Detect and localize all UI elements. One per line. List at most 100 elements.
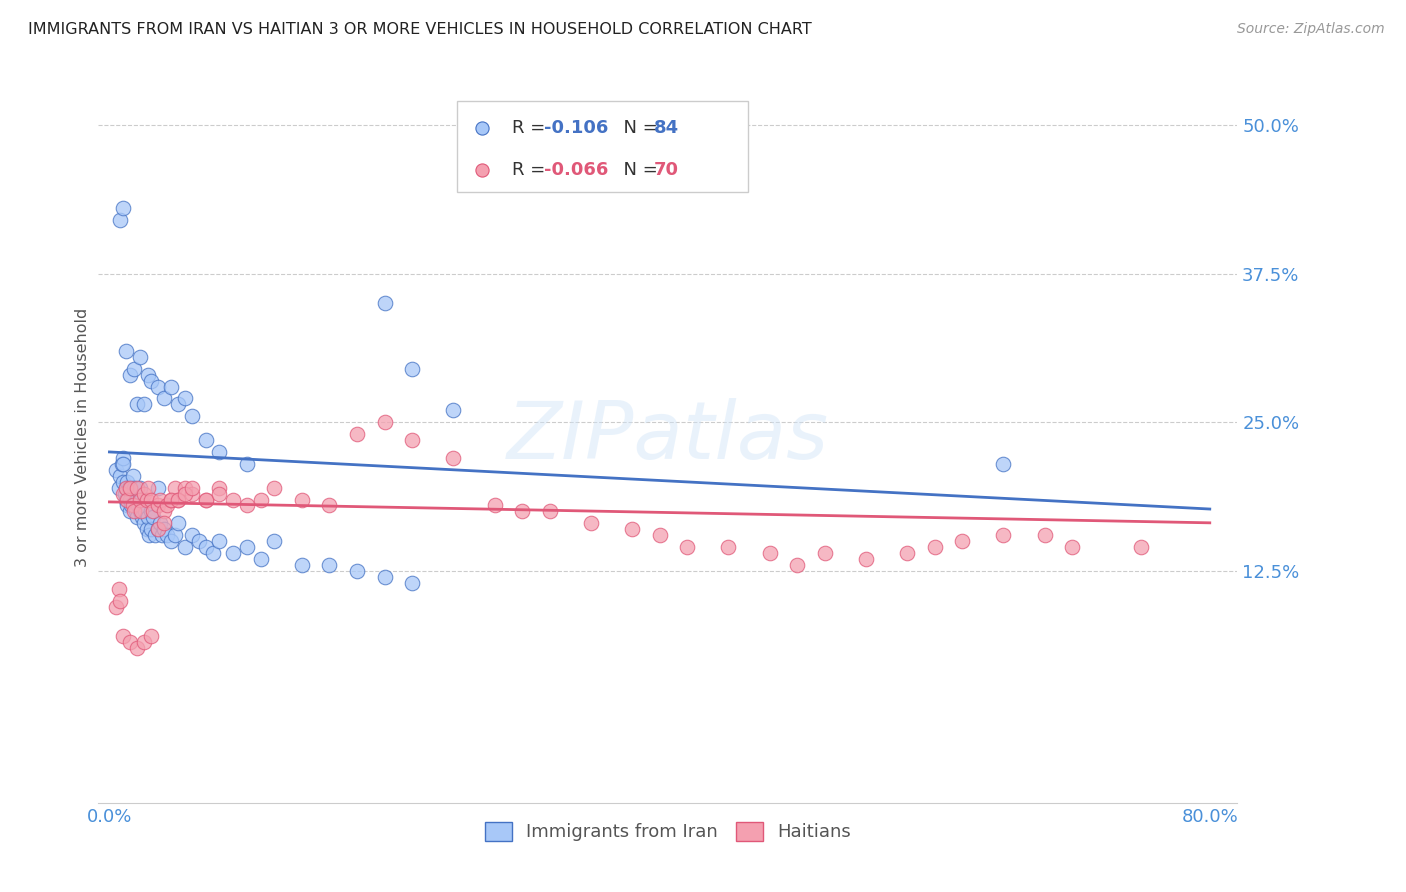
Point: [1033, 528, 1056, 542]
Point: [125, 481, 148, 495]
Point: [115, 343, 138, 358]
Point: [510, 504, 533, 518]
Point: [160, 492, 183, 507]
Point: [112, 450, 135, 465]
Point: [167, 492, 190, 507]
Point: [896, 546, 918, 560]
Point: [108, 582, 131, 596]
Text: N =: N =: [612, 161, 664, 179]
Point: [125, 492, 148, 507]
Point: [174, 481, 197, 495]
Point: [125, 397, 148, 411]
Point: [208, 445, 231, 459]
Point: [139, 522, 162, 536]
Point: [318, 558, 340, 572]
Point: [676, 540, 699, 554]
Text: Source: ZipAtlas.com: Source: ZipAtlas.com: [1237, 22, 1385, 37]
Point: [115, 481, 138, 495]
Point: [108, 481, 131, 495]
Point: [149, 516, 172, 531]
Point: [194, 492, 217, 507]
Point: [924, 540, 946, 554]
Point: [621, 522, 644, 536]
Point: [174, 540, 197, 554]
Point: [373, 415, 395, 429]
Point: [236, 499, 259, 513]
Point: [401, 575, 423, 590]
Point: [149, 492, 172, 507]
Point: [346, 564, 368, 578]
Point: [120, 368, 141, 382]
Point: [115, 481, 138, 495]
Point: [146, 379, 169, 393]
Point: [136, 510, 159, 524]
Point: [153, 392, 176, 406]
Point: [120, 492, 141, 507]
Point: [950, 534, 973, 549]
Point: [146, 499, 169, 513]
Y-axis label: 3 or more Vehicles in Household: 3 or more Vehicles in Household: [75, 308, 90, 566]
Text: R =: R =: [512, 120, 551, 137]
Point: [814, 546, 837, 560]
Point: [124, 504, 146, 518]
Point: [318, 499, 340, 513]
Point: [993, 528, 1015, 542]
Point: [786, 558, 808, 572]
Point: [146, 481, 169, 495]
Point: [291, 558, 314, 572]
Text: IMMIGRANTS FROM IRAN VS HAITIAN 3 OR MORE VEHICLES IN HOUSEHOLD CORRELATION CHAR: IMMIGRANTS FROM IRAN VS HAITIAN 3 OR MOR…: [28, 22, 811, 37]
Point: [201, 546, 224, 560]
Point: [120, 481, 142, 495]
Point: [222, 492, 245, 507]
Point: [122, 504, 145, 518]
Point: [139, 492, 162, 507]
Point: [236, 457, 259, 471]
FancyBboxPatch shape: [457, 101, 748, 192]
Point: [165, 528, 187, 542]
Point: [118, 481, 141, 495]
Point: [194, 492, 217, 507]
Point: [110, 468, 132, 483]
Point: [538, 504, 561, 518]
Point: [127, 499, 149, 513]
Point: [579, 516, 602, 531]
Point: [136, 481, 159, 495]
Point: [165, 481, 187, 495]
Point: [156, 528, 179, 542]
Point: [128, 350, 150, 364]
Text: N =: N =: [612, 120, 664, 137]
Point: [648, 528, 671, 542]
Point: [758, 546, 780, 560]
Point: [122, 481, 145, 495]
Point: [160, 534, 183, 549]
Text: R =: R =: [512, 161, 551, 179]
Point: [263, 534, 285, 549]
Point: [263, 481, 285, 495]
Point: [153, 504, 176, 518]
Point: [132, 516, 155, 531]
Point: [181, 528, 204, 542]
Point: [484, 499, 506, 513]
Point: [194, 540, 217, 554]
Point: [128, 481, 150, 495]
Point: [208, 481, 231, 495]
Point: [129, 492, 152, 507]
Point: [146, 522, 169, 536]
Text: 84: 84: [654, 120, 679, 137]
Point: [156, 499, 179, 513]
Point: [105, 463, 128, 477]
Point: [236, 540, 259, 554]
Point: [125, 510, 148, 524]
Point: [373, 296, 395, 310]
Point: [132, 486, 155, 500]
Point: [993, 457, 1015, 471]
Point: [105, 599, 128, 614]
Point: [291, 492, 314, 507]
Point: [401, 433, 423, 447]
Point: [139, 629, 162, 643]
Point: [120, 635, 141, 649]
Point: [112, 475, 135, 489]
Point: [135, 492, 157, 507]
Point: [132, 635, 155, 649]
Point: [128, 492, 150, 507]
